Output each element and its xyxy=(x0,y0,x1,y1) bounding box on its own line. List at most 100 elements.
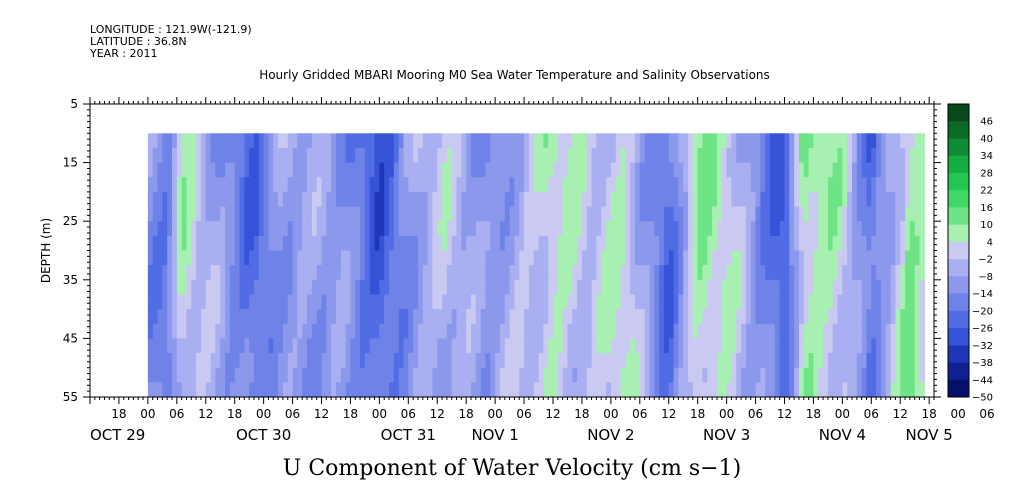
heatmap-cell xyxy=(577,250,583,266)
heatmap-cell xyxy=(562,191,569,208)
heatmap-cell xyxy=(186,235,192,252)
heatmap-cell xyxy=(205,235,212,252)
heatmap-cell xyxy=(745,265,752,281)
heatmap-cell xyxy=(552,235,559,252)
heatmap-cell xyxy=(442,250,448,266)
heatmap-cell xyxy=(620,147,626,164)
heatmap-cell xyxy=(249,235,255,252)
heatmap-cell xyxy=(832,250,839,266)
heatmap-cell xyxy=(292,206,298,222)
heatmap-cell xyxy=(586,177,593,193)
heatmap-cell xyxy=(721,353,728,369)
heatmap-cell xyxy=(345,221,352,237)
heatmap-cell xyxy=(485,147,491,164)
heatmap-cell xyxy=(471,323,477,339)
heatmap-cell xyxy=(340,147,347,164)
heatmap-cell xyxy=(905,323,911,339)
heatmap-cell xyxy=(519,382,525,398)
x-hour-tick-label: 18 xyxy=(806,407,821,421)
heatmap-cell xyxy=(331,294,337,310)
heatmap-cell xyxy=(451,250,458,266)
heatmap-cell xyxy=(403,382,409,398)
heatmap-cell xyxy=(191,353,197,369)
heatmap-cell xyxy=(538,265,544,281)
heatmap-cell xyxy=(750,353,757,369)
heatmap-cell xyxy=(909,191,916,208)
heatmap-cell xyxy=(152,191,159,208)
heatmap-cell xyxy=(755,235,761,252)
heatmap-cell xyxy=(649,162,655,178)
heatmap-cell xyxy=(644,250,651,266)
heatmap-cell xyxy=(514,206,520,222)
heatmap-cell xyxy=(649,250,655,266)
heatmap-cell xyxy=(466,133,472,149)
heatmap-cell xyxy=(702,162,708,178)
heatmap-cell xyxy=(456,177,462,193)
heatmap-cell xyxy=(234,323,241,339)
heatmap-cell xyxy=(572,250,578,266)
heatmap-field xyxy=(147,133,925,398)
heatmap-cell xyxy=(808,382,815,398)
heatmap-cell xyxy=(750,367,757,383)
heatmap-cell xyxy=(596,206,602,222)
heatmap-cell xyxy=(205,265,212,281)
heatmap-cell xyxy=(471,162,477,178)
heatmap-cell xyxy=(900,294,906,310)
heatmap-cell xyxy=(591,235,597,252)
heatmap-cell xyxy=(856,133,863,149)
heatmap-cell xyxy=(451,191,458,208)
heatmap-cell xyxy=(731,147,737,164)
heatmap-cell xyxy=(567,162,573,178)
heatmap-cell xyxy=(514,235,520,252)
heatmap-cell xyxy=(355,309,361,325)
heatmap-cell xyxy=(649,221,655,237)
heatmap-cell xyxy=(162,323,168,339)
heatmap-cell xyxy=(340,353,347,369)
heatmap-cell xyxy=(485,177,491,193)
heatmap-cell xyxy=(895,309,901,325)
heatmap-cell xyxy=(557,191,564,208)
heatmap-cell xyxy=(702,338,708,354)
heatmap-cell xyxy=(543,191,549,208)
heatmap-cell xyxy=(147,309,154,325)
heatmap-cell xyxy=(707,323,713,339)
heatmap-cell xyxy=(244,133,250,149)
heatmap-cell xyxy=(552,323,559,339)
heatmap-cell xyxy=(808,338,815,354)
heatmap-cell xyxy=(721,367,728,383)
heatmap-cell xyxy=(176,177,183,193)
heatmap-cell xyxy=(726,294,733,310)
heatmap-cell xyxy=(856,162,863,178)
heatmap-cell xyxy=(350,147,356,164)
heatmap-cell xyxy=(823,265,829,281)
heatmap-cell xyxy=(596,265,602,281)
heatmap-cell xyxy=(239,265,245,281)
heatmap-cell xyxy=(249,353,255,369)
heatmap-cell xyxy=(702,294,708,310)
heatmap-cell xyxy=(876,250,882,266)
heatmap-cell xyxy=(577,323,583,339)
heatmap-cell xyxy=(755,147,761,164)
heatmap-cell xyxy=(755,162,761,178)
heatmap-cell xyxy=(625,191,631,208)
heatmap-cell xyxy=(292,191,298,208)
heatmap-cell xyxy=(152,235,159,252)
heatmap-cell xyxy=(683,162,689,178)
heatmap-cell xyxy=(253,265,260,281)
heatmap-cell xyxy=(818,235,824,252)
heatmap-cell xyxy=(813,133,819,149)
heatmap-cell xyxy=(403,177,409,193)
heatmap-cell xyxy=(538,279,544,296)
heatmap-cell xyxy=(326,279,332,296)
heatmap-cell xyxy=(625,133,631,149)
heatmap-cell xyxy=(688,162,694,178)
heatmap-cell xyxy=(852,294,858,310)
heatmap-cell xyxy=(919,133,925,149)
heatmap-cell xyxy=(885,221,892,237)
heatmap-cell xyxy=(745,382,752,398)
heatmap-cell xyxy=(335,177,342,193)
heatmap-cell xyxy=(379,279,385,296)
heatmap-cell xyxy=(278,147,284,164)
heatmap-cell xyxy=(577,309,583,325)
heatmap-cell xyxy=(413,162,419,178)
